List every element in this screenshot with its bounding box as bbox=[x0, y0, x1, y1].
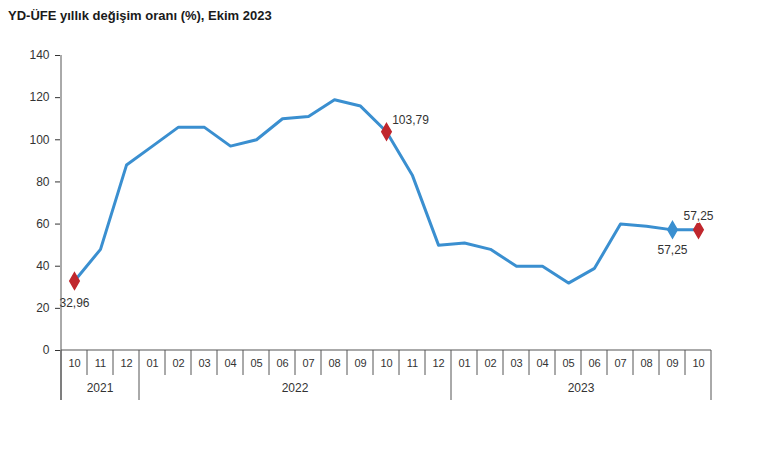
html-text:YD-ÜFE yıllık değişim oranı (%: YD-ÜFE yıllık değişim oranı (%), Ekim 20… bbox=[8, 8, 272, 23]
svg-text:03: 03 bbox=[510, 357, 522, 369]
svg-text:04: 04 bbox=[224, 357, 236, 369]
svg-text:01: 01 bbox=[146, 357, 158, 369]
svg-text:02: 02 bbox=[484, 357, 496, 369]
svg-text:08: 08 bbox=[640, 357, 652, 369]
svg-text:60: 60 bbox=[36, 217, 50, 231]
svg-text:10: 10 bbox=[692, 357, 704, 369]
svg-text:07: 07 bbox=[302, 357, 314, 369]
svg-text:10: 10 bbox=[68, 357, 80, 369]
svg-text:2021: 2021 bbox=[87, 381, 114, 395]
svg-text:05: 05 bbox=[562, 357, 574, 369]
svg-text:140: 140 bbox=[29, 48, 49, 62]
svg-text:100: 100 bbox=[29, 133, 49, 147]
svg-text:01: 01 bbox=[458, 357, 470, 369]
svg-text:06: 06 bbox=[276, 357, 288, 369]
svg-text:40: 40 bbox=[36, 259, 50, 273]
svg-text:120: 120 bbox=[29, 90, 49, 104]
svg-text:103,79: 103,79 bbox=[392, 113, 429, 127]
svg-text:2023: 2023 bbox=[568, 381, 595, 395]
svg-text:08: 08 bbox=[328, 357, 340, 369]
svg-text:80: 80 bbox=[36, 175, 50, 189]
svg-text:57,25: 57,25 bbox=[683, 209, 713, 223]
svg-text:09: 09 bbox=[666, 357, 678, 369]
svg-text:03: 03 bbox=[198, 357, 210, 369]
svg-text:32,96: 32,96 bbox=[59, 296, 89, 310]
svg-text:04: 04 bbox=[536, 357, 548, 369]
svg-text:07: 07 bbox=[614, 357, 626, 369]
svg-text:10: 10 bbox=[380, 357, 392, 369]
svg-text:09: 09 bbox=[354, 357, 366, 369]
svg-text:02: 02 bbox=[172, 357, 184, 369]
svg-text:05: 05 bbox=[250, 357, 262, 369]
svg-text:11: 11 bbox=[95, 357, 106, 369]
svg-text:12: 12 bbox=[120, 357, 132, 369]
svg-text:12: 12 bbox=[432, 357, 444, 369]
svg-text:11: 11 bbox=[407, 357, 418, 369]
svg-text:57,25: 57,25 bbox=[657, 243, 687, 257]
svg-text:06: 06 bbox=[588, 357, 600, 369]
svg-text:0: 0 bbox=[43, 343, 50, 357]
svg-text:2022: 2022 bbox=[282, 381, 309, 395]
svg-text:20: 20 bbox=[36, 301, 50, 315]
